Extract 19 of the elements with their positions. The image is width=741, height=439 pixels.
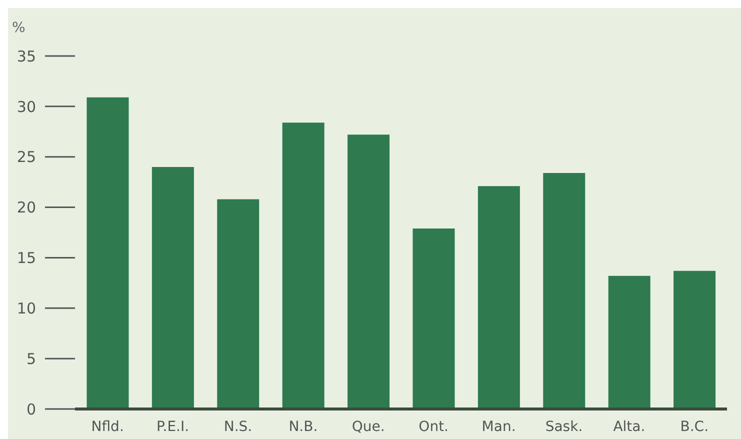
y-tick-label: 15 bbox=[16, 249, 36, 268]
y-tick-label: 35 bbox=[16, 47, 36, 66]
x-tick-label: N.S. bbox=[224, 418, 252, 435]
y-tick-label: 25 bbox=[16, 148, 36, 166]
y-tick-label: 30 bbox=[16, 98, 36, 116]
x-tick-label: B.C. bbox=[680, 418, 709, 435]
y-axis-title: % bbox=[12, 20, 26, 36]
x-tick-label: Sask. bbox=[545, 418, 583, 435]
x-tick-label: N.B. bbox=[288, 418, 318, 435]
y-tick-label: 5 bbox=[26, 350, 36, 368]
x-tick-label: Nfld. bbox=[91, 418, 124, 435]
y-tick-label: 0 bbox=[26, 400, 36, 418]
y-tick-label: 20 bbox=[16, 198, 36, 217]
x-tick-label: Alta. bbox=[613, 418, 646, 435]
y-tick-label: 10 bbox=[16, 299, 36, 318]
x-tick-label: Que. bbox=[352, 418, 385, 435]
x-tick-label: P.E.I. bbox=[156, 418, 190, 435]
x-tick-label: Ont. bbox=[418, 418, 449, 435]
x-tick-label: Man. bbox=[482, 418, 516, 435]
